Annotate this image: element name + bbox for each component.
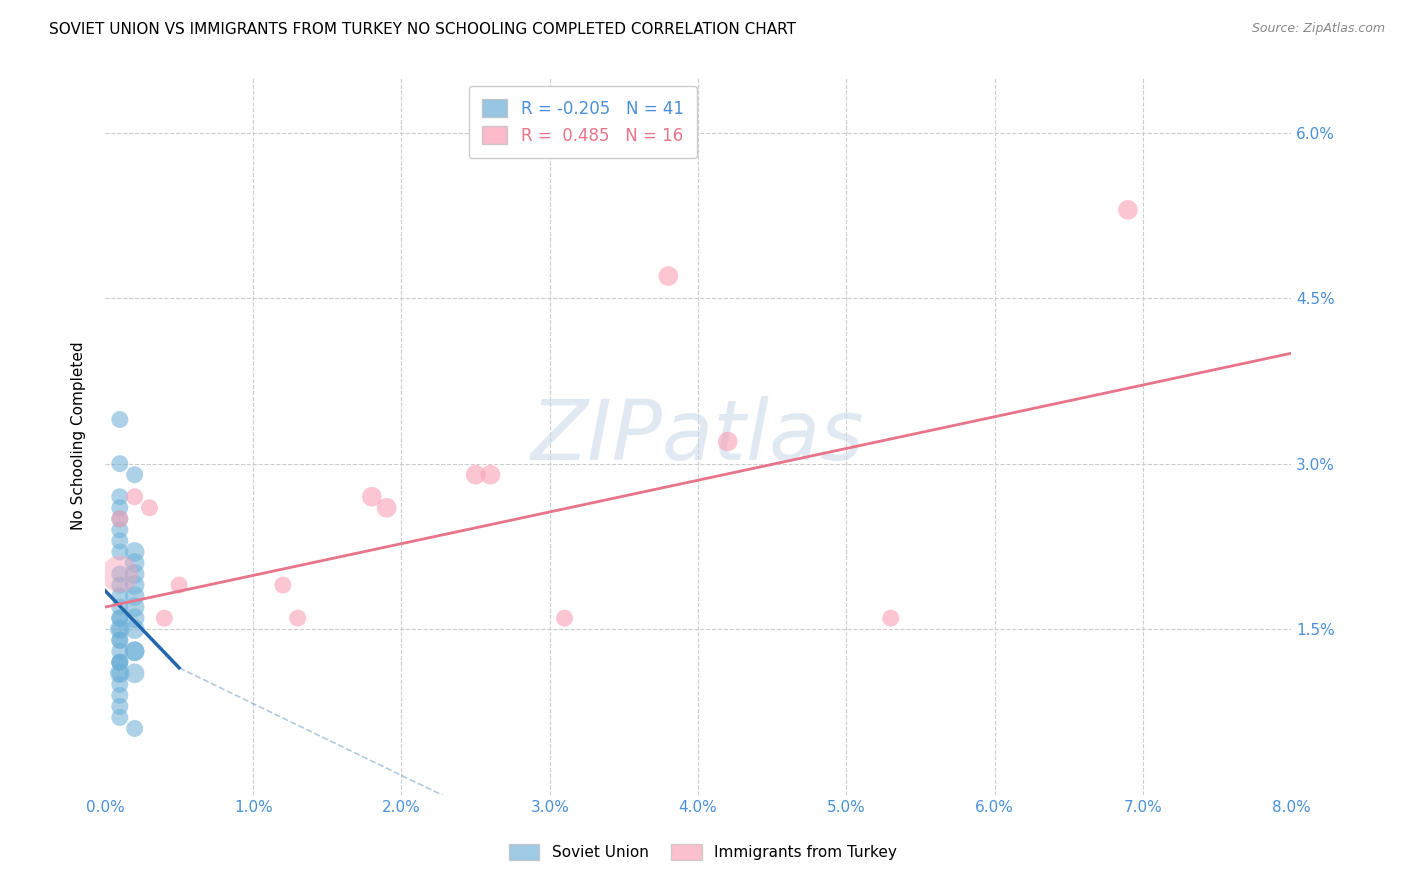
Point [287, 611, 309, 625]
Point [360, 490, 382, 504]
Point [1116, 202, 1139, 217]
Point [124, 545, 146, 559]
Point [717, 434, 740, 449]
Point [108, 655, 131, 669]
Point [124, 722, 146, 736]
Point [108, 689, 131, 703]
Point [108, 545, 131, 559]
Point [108, 457, 131, 471]
Point [108, 611, 131, 625]
Point [108, 655, 131, 669]
Point [108, 567, 131, 582]
Point [124, 600, 146, 615]
Point [124, 490, 146, 504]
Point [108, 666, 131, 681]
Point [124, 589, 146, 603]
Point [108, 666, 131, 681]
Point [108, 490, 131, 504]
Y-axis label: No Schooling Completed: No Schooling Completed [72, 342, 86, 531]
Point [124, 644, 146, 658]
Point [108, 644, 131, 658]
Point [124, 666, 146, 681]
Point [108, 567, 131, 582]
Point [108, 622, 131, 636]
Point [108, 710, 131, 724]
Point [124, 467, 146, 482]
Legend: R = -0.205   N = 41, R =  0.485   N = 16: R = -0.205 N = 41, R = 0.485 N = 16 [470, 86, 697, 158]
Point [108, 633, 131, 648]
Point [124, 567, 146, 582]
Point [479, 467, 502, 482]
Point [124, 578, 146, 592]
Point [880, 611, 903, 625]
Point [108, 512, 131, 526]
Point [108, 622, 131, 636]
Point [124, 556, 146, 570]
Point [108, 578, 131, 592]
Point [108, 523, 131, 537]
Point [108, 655, 131, 669]
Text: ZIPatlas: ZIPatlas [531, 395, 865, 476]
Point [108, 699, 131, 714]
Point [124, 622, 146, 636]
Point [108, 533, 131, 548]
Point [124, 644, 146, 658]
Text: SOVIET UNION VS IMMIGRANTS FROM TURKEY NO SCHOOLING COMPLETED CORRELATION CHART: SOVIET UNION VS IMMIGRANTS FROM TURKEY N… [49, 22, 796, 37]
Point [124, 611, 146, 625]
Point [108, 412, 131, 426]
Point [375, 500, 398, 515]
Point [108, 512, 131, 526]
Point [153, 611, 176, 625]
Point [167, 578, 190, 592]
Point [138, 500, 160, 515]
Point [554, 611, 576, 625]
Point [108, 600, 131, 615]
Point [108, 589, 131, 603]
Point [271, 578, 294, 592]
Point [108, 611, 131, 625]
Legend: Soviet Union, Immigrants from Turkey: Soviet Union, Immigrants from Turkey [498, 834, 908, 871]
Point [108, 500, 131, 515]
Point [464, 467, 486, 482]
Point [108, 677, 131, 691]
Point [657, 268, 679, 283]
Point [108, 633, 131, 648]
Text: Source: ZipAtlas.com: Source: ZipAtlas.com [1251, 22, 1385, 36]
